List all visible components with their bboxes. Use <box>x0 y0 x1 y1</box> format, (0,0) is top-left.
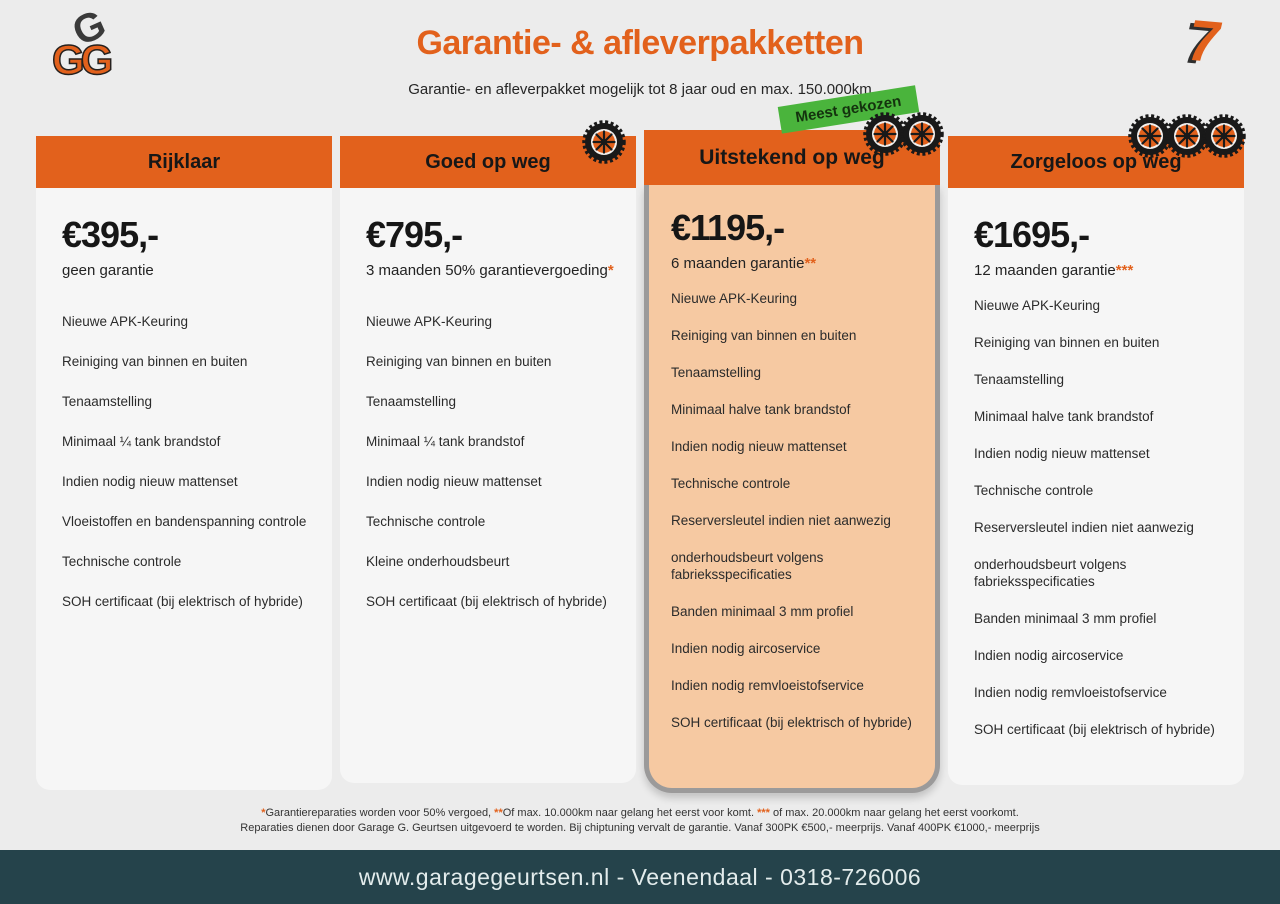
package-body: €1195,- 6 maanden garantie** Nieuwe APK-… <box>644 185 940 793</box>
package-warranty: 12 maanden garantie*** <box>974 262 1230 279</box>
package-name: Zorgeloos op weg <box>1010 150 1182 173</box>
package-name: Rijklaar <box>147 150 221 173</box>
package-price: €1695,- <box>974 214 1090 255</box>
footnote-line-2: Reparaties dienen door Garage G. Geurtse… <box>240 822 1040 834</box>
package-card: Rijklaar €395,- geen garantie Nieuwe APK… <box>36 128 332 793</box>
footnote-text: of max. 20.000km naar gelang het eerst v… <box>769 807 1019 819</box>
package-card: Meest gekozen <box>644 85 944 793</box>
tire-icon <box>900 112 944 156</box>
package-body: €1695,- 12 maanden garantie*** Nieuwe AP… <box>948 188 1244 785</box>
package-warranty: geen garantie <box>62 262 318 279</box>
package-item: Tenaamstelling <box>366 394 457 409</box>
footer-contact-text: www.garagegeurtsen.nl - Veenendaal - 031… <box>358 863 922 890</box>
footnotes: *Garantiereparaties worden voor 50% verg… <box>0 806 1280 836</box>
package-card: Zorgeloos op weg €1695,- 12 maanden gara… <box>948 114 1246 793</box>
package-item: Nieuwe APK-Keuring <box>62 314 189 329</box>
package-price: €1195,- <box>671 207 785 248</box>
package-name: Goed op weg <box>425 150 551 173</box>
package-item: Nieuwe APK-Keuring <box>366 314 493 329</box>
package-item: SOH certificaat (bij elektrisch of hybri… <box>62 594 303 609</box>
package-item: SOH certificaat (bij elektrisch of hybri… <box>974 722 1215 737</box>
package-item: Indien nodig remvloeistofservice <box>671 678 864 693</box>
tire-icon <box>863 112 907 156</box>
package-item: Minimaal ¼ tank brandstof <box>366 434 525 449</box>
footer-bar: www.garagegeurtsen.nl - Veenendaal - 031… <box>0 850 1280 904</box>
package-body: €795,- 3 maanden 50% garantievergoeding*… <box>340 188 636 783</box>
tire-icons <box>1128 114 1246 158</box>
package-item: Minimaal halve tank brandstof <box>974 409 1154 424</box>
package-item: SOH certificaat (bij elektrisch of hybri… <box>671 715 912 730</box>
package-item: Indien nodig aircoservice <box>974 648 1124 663</box>
warranty-asterisk: ** <box>804 255 817 272</box>
package-price: €795,- <box>366 214 463 255</box>
warranty-text: 6 maanden garantie <box>671 255 805 272</box>
package-warranty: 3 maanden 50% garantievergoeding* <box>366 262 622 279</box>
warranty-asterisk: * <box>607 262 614 279</box>
package-item: Reiniging van binnen en buiten <box>974 335 1160 350</box>
package-item: Banden minimaal 3 mm profiel <box>974 611 1157 626</box>
package-item: Nieuwe APK-Keuring <box>671 291 798 306</box>
footnote-asterisk: *** <box>757 807 770 819</box>
warranty-asterisk: *** <box>1115 262 1134 279</box>
tire-icons <box>863 112 944 156</box>
package-item: onderhoudsbeurt volgens fabrieksspecific… <box>671 550 824 582</box>
package-item: Reiniging van binnen en buiten <box>366 354 552 369</box>
tire-icon <box>582 120 626 164</box>
footnote-line-1: *Garantiereparaties worden voor 50% verg… <box>0 806 1280 821</box>
package-item: Indien nodig nieuw mattenset <box>366 474 542 489</box>
package-item: Reiniging van binnen en buiten <box>62 354 248 369</box>
package-item: Tenaamstelling <box>671 365 762 380</box>
package-item: Tenaamstelling <box>974 372 1065 387</box>
package-items: Nieuwe APK-Keuring Reiniging van binnen e… <box>974 297 1230 738</box>
package-item: Banden minimaal 3 mm profiel <box>671 604 854 619</box>
garage-gg-logo: G GG <box>50 2 140 94</box>
package-item: Indien nodig nieuw mattenset <box>671 439 847 454</box>
page-title: Garantie- & afleverpakketten <box>416 24 864 62</box>
package-items: Nieuwe APK-Keuring Reiniging van binnen e… <box>62 313 318 610</box>
tire-icon <box>1202 114 1246 158</box>
tire-icon <box>1128 114 1172 158</box>
package-items: Nieuwe APK-Keuring Reiniging van binnen e… <box>671 290 925 731</box>
footnote-asterisk: * <box>261 807 266 819</box>
package-item: Indien nodig remvloeistofservice <box>974 685 1167 700</box>
package-name: Uitstekend op weg <box>699 145 885 169</box>
package-item: Indien nodig nieuw mattenset <box>974 446 1150 461</box>
package-card: Goed op weg €795,- 3 maanden 50% garanti… <box>340 120 636 793</box>
package-item: Indien nodig aircoservice <box>671 641 821 656</box>
package-price: €395,- <box>62 214 159 255</box>
package-items: Nieuwe APK-Keuring Reiniging van binnen e… <box>366 313 622 610</box>
package-item: Tenaamstelling <box>62 394 153 409</box>
footnote-asterisk: ** <box>494 807 503 819</box>
warranty-text: geen garantie <box>62 262 154 279</box>
package-item: Minimaal halve tank brandstof <box>671 402 851 417</box>
package-item: Reserversleutel indien niet aanwezig <box>974 520 1194 535</box>
package-warranty: 6 maanden garantie** <box>671 255 925 272</box>
page-subtitle: Garantie- en afleverpakket mogelijk tot … <box>408 81 872 98</box>
package-item: Vloeistoffen en bandenspanning controle <box>62 514 307 529</box>
package-item: Technische controle <box>366 514 486 529</box>
package-item: Reserversleutel indien niet aanwezig <box>671 513 891 528</box>
package-item: onderhoudsbeurt volgens fabrieksspecific… <box>974 557 1127 589</box>
warranty-text: 3 maanden 50% garantievergoeding <box>366 262 608 279</box>
warranty-text: 12 maanden garantie <box>974 262 1116 279</box>
package-item: Kleine onderhoudsbeurt <box>366 554 510 569</box>
package-item: Indien nodig nieuw mattenset <box>62 474 238 489</box>
tire-icons <box>582 120 626 164</box>
package-item: Technische controle <box>974 483 1094 498</box>
logo-gg-bottom: GG <box>51 35 114 84</box>
package-item: Nieuwe APK-Keuring <box>974 298 1101 313</box>
package-body: €395,- geen garantie Nieuwe APK-Keuring R… <box>36 188 332 790</box>
package-item: Minimaal ¼ tank brandstof <box>62 434 221 449</box>
package-item: SOH certificaat (bij elektrisch of hybri… <box>366 594 607 609</box>
packages-row: Rijklaar €395,- geen garantie Nieuwe APK… <box>36 85 1246 793</box>
footnote-text: Garantiereparaties worden voor 50% vergo… <box>265 807 495 819</box>
package-header: Rijklaar <box>36 136 332 188</box>
package-item: Technische controle <box>62 554 182 569</box>
footnote-text: Of max. 10.000km naar gelang het eerst v… <box>502 807 758 819</box>
package-item: Reiniging van binnen en buiten <box>671 328 857 343</box>
package-item: Technische controle <box>671 476 791 491</box>
